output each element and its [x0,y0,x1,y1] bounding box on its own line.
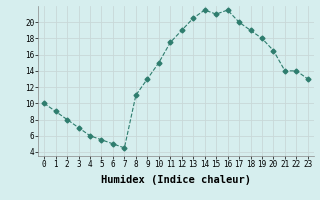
X-axis label: Humidex (Indice chaleur): Humidex (Indice chaleur) [101,175,251,185]
